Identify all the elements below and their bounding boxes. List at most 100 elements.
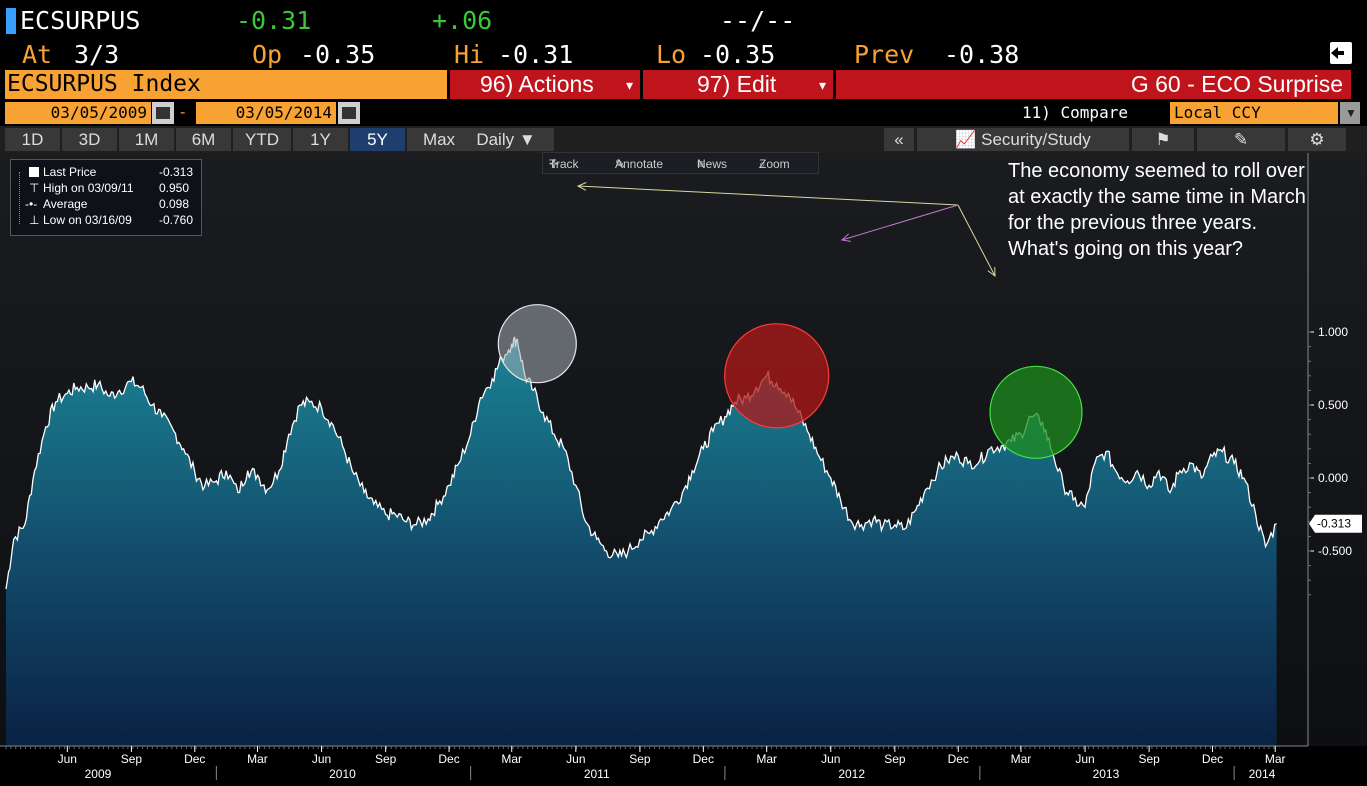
y-tick-label: -0.500 <box>1318 544 1352 558</box>
chevron-down-icon: ▼ <box>1345 106 1357 120</box>
annotate-label: Annotate <box>615 157 664 171</box>
period-button-3d[interactable]: 3D <box>62 128 117 151</box>
arrow-head-1 <box>576 182 587 191</box>
bookmark-icon: ⚑ <box>1155 130 1171 149</box>
draw-button[interactable]: ✎ <box>1197 128 1285 151</box>
legend-label: Average <box>43 197 88 211</box>
date-row: 03/05/2009 - 03/05/2014 11) Compare Loca… <box>0 100 1367 126</box>
x-tick-label: Sep <box>884 752 906 766</box>
annotation-text: The economy seemed to roll over at exact… <box>1008 160 1306 260</box>
end-date: 03/05/2014 <box>235 103 332 122</box>
x-tick-label: Jun <box>821 752 840 766</box>
annotation-arrow-2 <box>841 204 959 241</box>
x-tick-label: Mar <box>756 752 777 766</box>
edit-label: 97) Edit <box>697 71 777 97</box>
security-study-label: Security/Study <box>981 130 1091 149</box>
chart-tools: ✛ Track ✎ Annotate ≡ News ⌕ Zoom <box>542 152 819 174</box>
period-button-max[interactable]: Max <box>407 128 471 151</box>
start-date: 03/05/2009 <box>50 103 147 122</box>
x-year-label: 2010 <box>329 767 356 781</box>
arrow-head-3 <box>987 266 996 278</box>
pencil-icon: ✎ <box>1233 130 1249 149</box>
period-button-1y[interactable]: 1Y <box>293 128 348 151</box>
period-button-1m[interactable]: 1M <box>119 128 174 151</box>
period-button-6m[interactable]: 6M <box>176 128 231 151</box>
news-label: News <box>697 157 728 171</box>
price-line <box>5 336 1277 590</box>
gear-icon: ⚙ <box>1309 130 1325 149</box>
x-year-label: 2011 <box>584 767 610 781</box>
chevron-down-icon: ▾ <box>626 77 634 93</box>
x-tick-label: Mar <box>247 752 268 766</box>
last-price: -0.31 <box>236 6 312 35</box>
chart-legend[interactable]: Last Price -0.313 ⊤ High on 03/09/11 0.9… <box>10 159 202 236</box>
bookmark-button[interactable]: ⚑ <box>1132 128 1194 151</box>
prev-value: -0.38 <box>944 40 1020 69</box>
date-separator: - <box>180 104 186 121</box>
at-value: 3/3 <box>74 40 120 69</box>
x-tick-label: Dec <box>693 752 714 766</box>
currency-select[interactable]: Local CCY <box>1170 102 1338 124</box>
legend-value: 0.098 <box>159 197 190 211</box>
magnifier-icon: ⌕ <box>759 157 766 171</box>
legend-low: ⊥ Low on 03/16/09 -0.760 <box>15 212 199 228</box>
news-icon: ≡ <box>697 157 705 171</box>
y-tick-label: 0.000 <box>1318 471 1348 485</box>
lo-value: -0.35 <box>700 40 776 69</box>
x-axis-band <box>0 746 1367 786</box>
quote-time: --/-- <box>720 6 796 35</box>
compare-button[interactable]: 11) Compare <box>1022 103 1128 122</box>
edit-menu[interactable]: 97) Edit ▾ <box>643 70 833 99</box>
actions-menu[interactable]: 96) Actions ▾ <box>450 70 640 99</box>
collapse-button[interactable]: « <box>884 128 914 151</box>
period-button-1d[interactable]: 1D <box>5 128 60 151</box>
price-change: +.06 <box>432 6 493 35</box>
x-tick-label: Mar <box>501 752 522 766</box>
track-label: Track <box>549 157 579 171</box>
study-chart-icon: 📈 <box>955 130 977 149</box>
op-value: -0.35 <box>300 40 376 69</box>
function-label: G 60 - ECO Surprise <box>1130 71 1343 97</box>
ticker-marker <box>6 8 16 34</box>
security-study-button[interactable]: 📈 Security/Study <box>917 128 1129 151</box>
ticker-symbol: ECSURPUS <box>20 6 141 35</box>
legend-value: -0.760 <box>159 213 194 227</box>
x-year-label: 2014 <box>1249 767 1276 781</box>
period-bar: 1D 3D 1M 6M YTD 1Y 5Y Max Daily ▼ « 📈 Security/… <box>0 126 1367 153</box>
arrow-head-2 <box>840 233 851 242</box>
legend-average: -•- Average 0.098 <box>15 196 199 212</box>
x-tick-label: Dec <box>1202 752 1223 766</box>
pencil-icon: ✎ <box>615 157 626 171</box>
at-label: At <box>22 40 53 69</box>
x-year-label: 2012 <box>838 767 865 781</box>
price-chart[interactable]: 1.000 0.500 0.000 -0.500 -0.313 Jun Sep Dec Mar J… <box>0 153 1367 786</box>
x-year-label: 2009 <box>85 767 112 781</box>
legend-last-price: Last Price -0.313 <box>15 164 199 180</box>
highlight-circle-1 <box>497 304 577 384</box>
security-field[interactable]: ECSURPUS Index <box>5 70 447 99</box>
y-tick-label: 1.000 <box>1318 325 1348 339</box>
last-value-label: -0.313 <box>1317 517 1351 531</box>
currency-value: Local CCY <box>1174 103 1261 122</box>
zoom-label: Zoom <box>759 157 790 171</box>
end-date-field[interactable]: 03/05/2014 <box>196 102 336 124</box>
quote-header: ECSURPUS -0.31 +.06 --/-- <box>0 0 1367 40</box>
calendar-icon[interactable] <box>152 102 174 124</box>
hi-label: Hi <box>454 40 485 69</box>
settings-button[interactable]: ⚙ <box>1288 128 1346 151</box>
legend-label: High on 03/09/11 <box>43 181 134 195</box>
frequency-select[interactable]: Daily ▼ <box>458 128 554 151</box>
export-icon[interactable] <box>1330 42 1352 64</box>
high-marker-icon: ⊤ <box>29 181 40 195</box>
crosshair-icon: ✛ <box>549 157 560 171</box>
x-tick-label: Dec <box>948 752 969 766</box>
start-date-field[interactable]: 03/05/2009 <box>5 102 151 124</box>
lo-label: Lo <box>656 40 687 69</box>
calendar-icon[interactable] <box>338 102 360 124</box>
currency-dropdown-button[interactable]: ▼ <box>1340 102 1360 124</box>
annotation-arrow-1 <box>577 185 959 206</box>
period-button-ytd[interactable]: YTD <box>233 128 291 151</box>
legend-label: Low on 03/16/09 <box>43 213 132 227</box>
highlight-circle-2 <box>724 323 830 429</box>
period-button-5y[interactable]: 5Y <box>350 128 405 151</box>
